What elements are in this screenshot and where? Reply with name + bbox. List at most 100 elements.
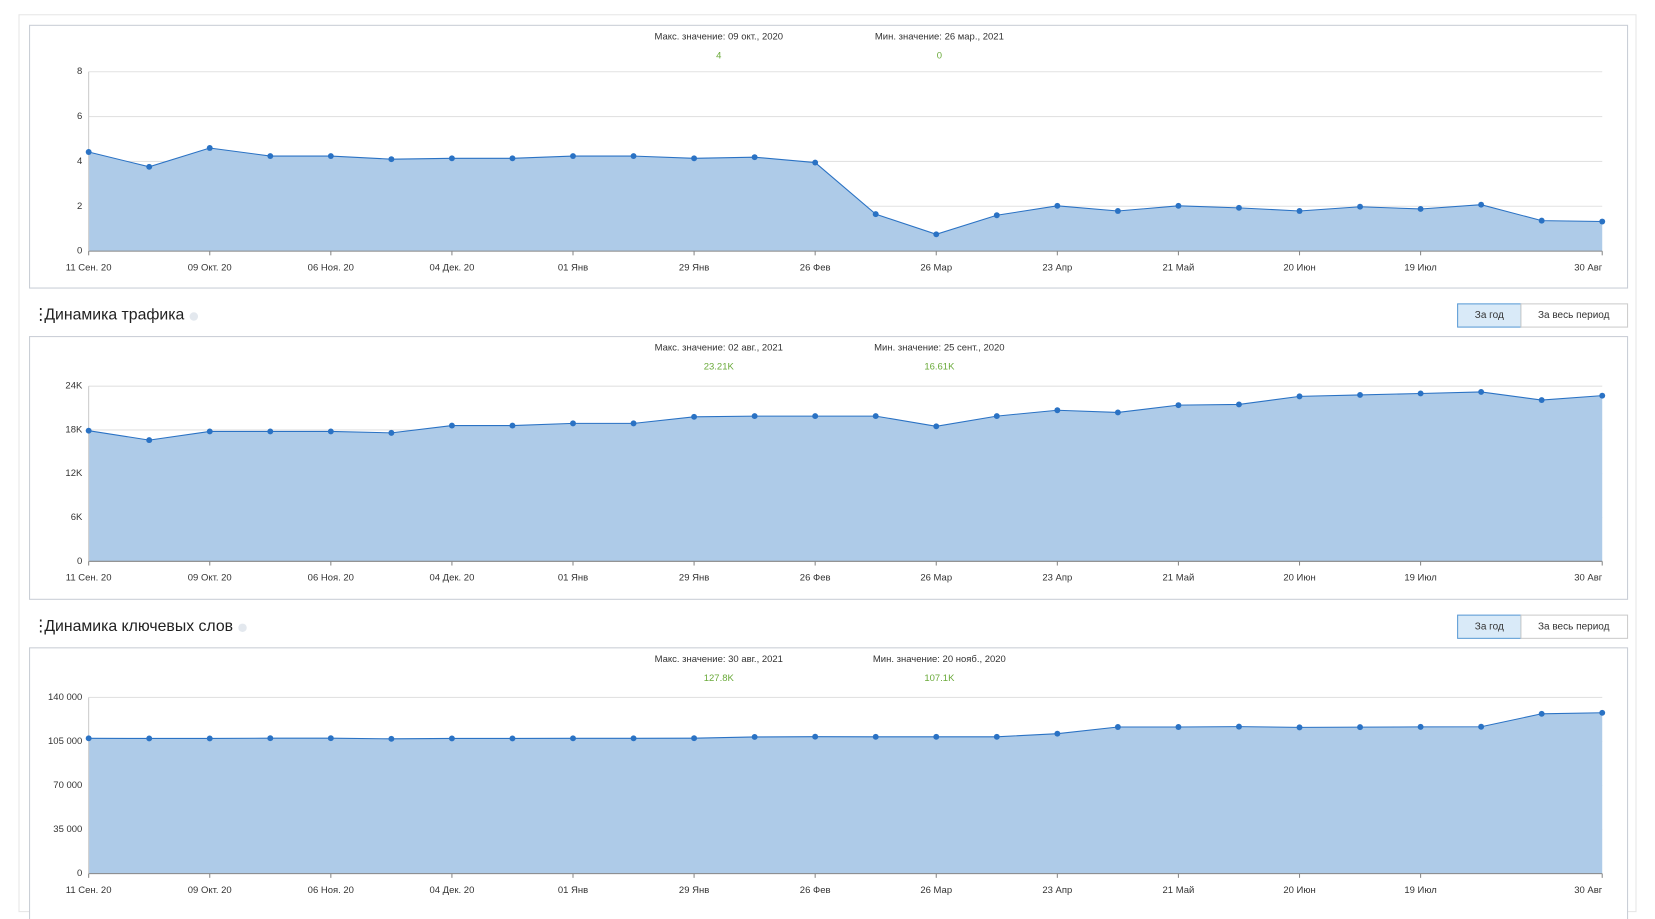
data-point: [1417, 206, 1424, 212]
button[interactable]: [1520, 303, 1629, 328]
max-value: 127.8K: [704, 673, 735, 684]
max-value: 23.21K: [704, 362, 735, 373]
x-tick-label: 26 Фев: [800, 262, 831, 273]
data-point: [751, 413, 758, 420]
button[interactable]: [1520, 614, 1629, 639]
data-point: [1599, 218, 1606, 225]
x-tick-label: 09 Окт. 20: [188, 573, 232, 584]
data-point: [1599, 392, 1606, 399]
button-label[interactable]: За весь период: [1538, 310, 1610, 321]
y-tick-label: 140 000: [48, 692, 82, 703]
data-point: [509, 735, 516, 742]
y-tick-label: 105 000: [48, 736, 82, 747]
data-point: [206, 145, 213, 151]
data-point: [570, 735, 576, 742]
x-tick-label: 01 Янв: [558, 573, 588, 584]
data-point: [85, 149, 92, 155]
data-point: [1296, 208, 1303, 214]
max-label: Макс. значение: 09 окт., 2020: [655, 31, 784, 42]
data-point: [206, 428, 213, 435]
data-point: [691, 155, 698, 162]
data-point: [1054, 407, 1061, 414]
data-point: [206, 735, 213, 742]
max-value: 4: [716, 50, 721, 61]
data-point: [1357, 391, 1364, 398]
x-tick-label: 04 Дек. 20: [429, 885, 474, 896]
data-point: [267, 428, 274, 435]
data-point: [1236, 204, 1242, 211]
x-tick-label: 21 Май: [1163, 885, 1195, 896]
y-tick-label: 0: [77, 868, 82, 879]
x-tick-label: 04 Дек. 20: [429, 573, 474, 584]
data-point: [872, 413, 879, 420]
button-label[interactable]: За весь период: [1538, 621, 1610, 632]
x-tick-label: 26 Фев: [800, 573, 831, 584]
y-tick-label: 4: [77, 156, 82, 167]
min-label: Мин. значение: 26 мар., 2021: [875, 31, 1004, 42]
data-point: [146, 163, 153, 170]
area: [88, 712, 1603, 874]
x-tick-label: 09 Окт. 20: [188, 885, 232, 896]
x-tick-label: 26 Мар: [920, 885, 952, 896]
data-point: [1357, 724, 1364, 731]
x-tick-label: 29 Янв: [679, 885, 709, 896]
y-tick-label: 0: [77, 556, 82, 567]
x-tick-label: 09 Окт. 20: [188, 262, 232, 273]
x-tick-label: 30 Авг: [1574, 262, 1603, 273]
data-point: [448, 735, 455, 742]
max-label: Макс. значение: 30 авг., 2021: [655, 654, 783, 665]
data-point: [751, 733, 758, 740]
data-point: [1417, 390, 1424, 397]
data-point: [327, 428, 334, 435]
button-label[interactable]: За год: [1475, 621, 1504, 632]
x-tick-label: 19 Июл: [1404, 885, 1436, 896]
x-tick-label: 21 Май: [1163, 262, 1195, 273]
data-point: [1478, 201, 1485, 208]
y-tick-label: 2: [77, 201, 82, 212]
data-point: [1114, 208, 1121, 214]
x-tick-label: 30 Авг: [1574, 885, 1603, 896]
data-point: [388, 156, 395, 163]
x-tick-label: 01 Янв: [558, 262, 588, 273]
data-point: [1296, 724, 1303, 731]
data-point: [1538, 710, 1545, 717]
data-point: [388, 429, 395, 436]
area: [88, 391, 1603, 562]
data-point: [691, 735, 698, 742]
section-title: Динамика ключевых слов: [44, 618, 233, 635]
area: [88, 147, 1603, 252]
section-title: Динамика трафика: [44, 307, 184, 324]
y-tick-label: 12K: [65, 468, 83, 479]
data-point: [570, 420, 576, 427]
data-point: [146, 735, 153, 742]
data-point: [267, 153, 274, 160]
data-point: [993, 733, 1000, 740]
data-point: [85, 427, 92, 434]
data-point: [1236, 401, 1242, 408]
data-point: [1175, 402, 1182, 409]
button-label[interactable]: За год: [1475, 310, 1504, 321]
data-point: [509, 155, 516, 162]
data-point: [812, 159, 819, 166]
data-point: [751, 154, 758, 161]
max-label: Макс. значение: 02 авг., 2021: [655, 343, 783, 354]
x-tick-label: 11 Сен. 20: [66, 885, 112, 896]
data-point: [691, 413, 698, 420]
data-point: [933, 423, 940, 430]
x-tick-label: 29 Янв: [679, 573, 709, 584]
data-point: [872, 733, 879, 740]
min-label: Мин. значение: 20 нояб., 2020: [873, 654, 1006, 665]
data-point: [630, 420, 637, 427]
data-point: [1538, 397, 1545, 403]
y-tick-label: 35 000: [53, 824, 82, 835]
data-point: [1478, 723, 1485, 730]
data-point: [1175, 724, 1182, 730]
data-point: [933, 733, 940, 740]
x-tick-label: 21 Май: [1163, 573, 1195, 584]
data-point: [1114, 724, 1121, 730]
x-tick-label: 04 Дек. 20: [429, 262, 474, 273]
x-tick-label: 19 Июл: [1404, 573, 1436, 584]
data-point: [448, 422, 455, 429]
x-tick-label: 23 Апр: [1042, 885, 1072, 896]
